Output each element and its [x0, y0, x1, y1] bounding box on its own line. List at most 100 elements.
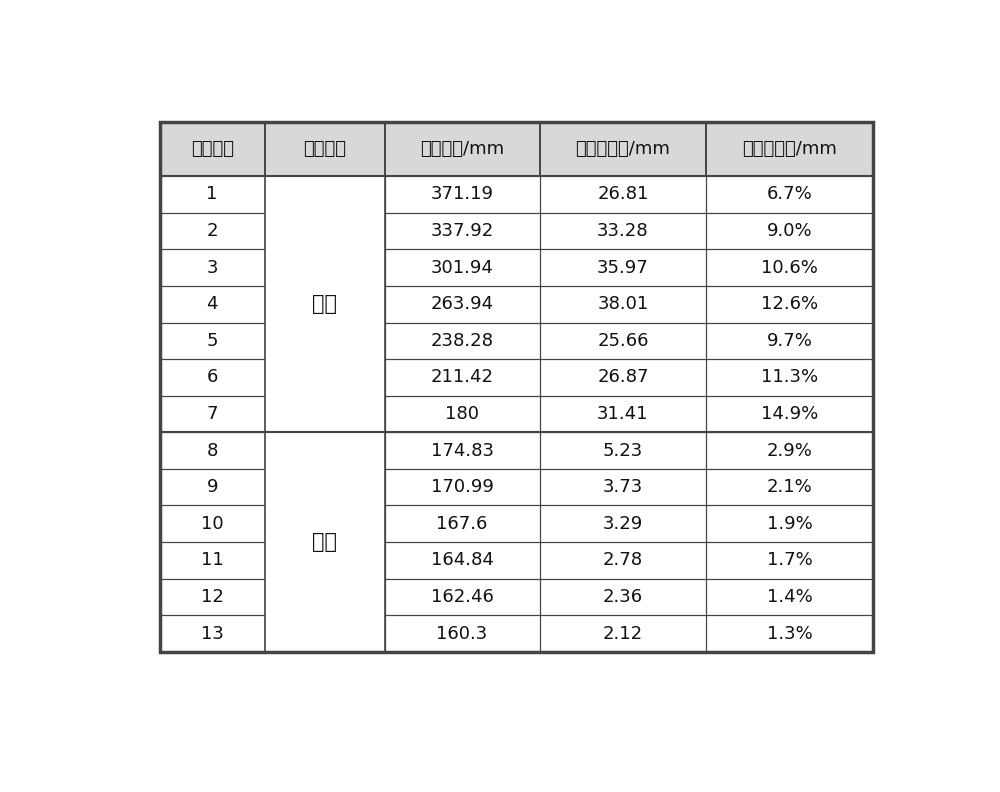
Bar — [385, 505, 540, 542]
Bar — [264, 432, 385, 469]
Bar — [264, 213, 385, 249]
Bar — [385, 615, 540, 652]
Text: 160.3: 160.3 — [436, 625, 488, 642]
Bar — [264, 359, 385, 396]
Text: 12: 12 — [201, 588, 224, 606]
Bar — [160, 432, 264, 469]
Bar — [385, 123, 540, 176]
Text: 5.23: 5.23 — [603, 442, 643, 459]
Text: 3: 3 — [206, 259, 218, 276]
Text: 2.1%: 2.1% — [767, 478, 812, 496]
Bar — [385, 213, 540, 249]
Text: 精轧: 精轧 — [312, 532, 337, 552]
Text: 道次压下量/mm: 道次压下量/mm — [576, 140, 670, 158]
Bar — [264, 579, 385, 615]
Bar — [706, 123, 873, 176]
Bar — [540, 123, 706, 176]
Text: 13: 13 — [201, 625, 224, 642]
Text: 2.9%: 2.9% — [767, 442, 812, 459]
Text: 11.3%: 11.3% — [761, 368, 818, 386]
Bar — [264, 176, 385, 213]
Bar — [160, 176, 264, 213]
Bar — [540, 249, 706, 286]
Bar — [264, 286, 385, 322]
Bar — [264, 322, 385, 359]
Bar — [706, 213, 873, 249]
Text: 35.97: 35.97 — [597, 259, 649, 276]
Bar — [385, 396, 540, 432]
Bar — [264, 123, 385, 176]
Text: 164.84: 164.84 — [431, 551, 494, 569]
Bar — [540, 542, 706, 579]
Text: 2.36: 2.36 — [603, 588, 643, 606]
Bar — [385, 322, 540, 359]
Bar — [706, 176, 873, 213]
Bar — [264, 123, 385, 176]
Bar — [706, 579, 873, 615]
Bar — [540, 213, 706, 249]
Bar — [706, 505, 873, 542]
Bar — [264, 359, 385, 396]
Text: 1.3%: 1.3% — [767, 625, 812, 642]
Bar — [540, 286, 706, 322]
Bar — [385, 213, 540, 249]
Bar — [540, 542, 706, 579]
Bar — [385, 396, 540, 432]
Bar — [706, 396, 873, 432]
Bar — [540, 396, 706, 432]
Bar — [385, 322, 540, 359]
Text: 174.83: 174.83 — [431, 442, 494, 459]
Bar — [385, 505, 540, 542]
Bar — [264, 176, 385, 213]
Text: 10.6%: 10.6% — [761, 259, 818, 276]
Text: 238.28: 238.28 — [431, 332, 494, 350]
Bar — [540, 505, 706, 542]
Text: 8: 8 — [207, 442, 218, 459]
Bar — [160, 359, 264, 396]
Bar — [540, 322, 706, 359]
Bar — [385, 249, 540, 286]
Bar — [385, 542, 540, 579]
Bar — [706, 322, 873, 359]
Bar — [160, 176, 264, 213]
Bar — [540, 213, 706, 249]
Bar — [264, 615, 385, 652]
Bar — [706, 615, 873, 652]
Text: 3.29: 3.29 — [603, 515, 643, 533]
Text: 26.81: 26.81 — [597, 185, 649, 204]
Bar — [540, 322, 706, 359]
Bar — [706, 615, 873, 652]
Text: 2.78: 2.78 — [603, 551, 643, 569]
Bar — [160, 213, 264, 249]
Bar — [540, 176, 706, 213]
Bar — [385, 469, 540, 505]
Text: 162.46: 162.46 — [431, 588, 494, 606]
Bar — [264, 176, 385, 432]
Bar — [160, 286, 264, 322]
Bar — [160, 322, 264, 359]
Text: 1.9%: 1.9% — [767, 515, 812, 533]
Text: 1.7%: 1.7% — [767, 551, 812, 569]
Text: 371.19: 371.19 — [431, 185, 494, 204]
Bar — [540, 432, 706, 469]
Bar — [160, 249, 264, 286]
Bar — [706, 176, 873, 213]
Text: 301.94: 301.94 — [431, 259, 494, 276]
Bar — [160, 505, 264, 542]
Bar — [264, 615, 385, 652]
Text: 211.42: 211.42 — [431, 368, 494, 386]
Text: 轧制阶段: 轧制阶段 — [303, 140, 346, 158]
Bar — [706, 286, 873, 322]
Bar — [385, 176, 540, 213]
Bar — [160, 322, 264, 359]
Text: 263.94: 263.94 — [431, 295, 494, 313]
Bar — [706, 286, 873, 322]
Text: 2: 2 — [206, 222, 218, 240]
Text: 6: 6 — [207, 368, 218, 386]
Bar — [264, 505, 385, 542]
Bar — [160, 579, 264, 615]
Bar — [160, 432, 264, 469]
Bar — [264, 432, 385, 469]
Bar — [540, 396, 706, 432]
Bar — [264, 213, 385, 249]
